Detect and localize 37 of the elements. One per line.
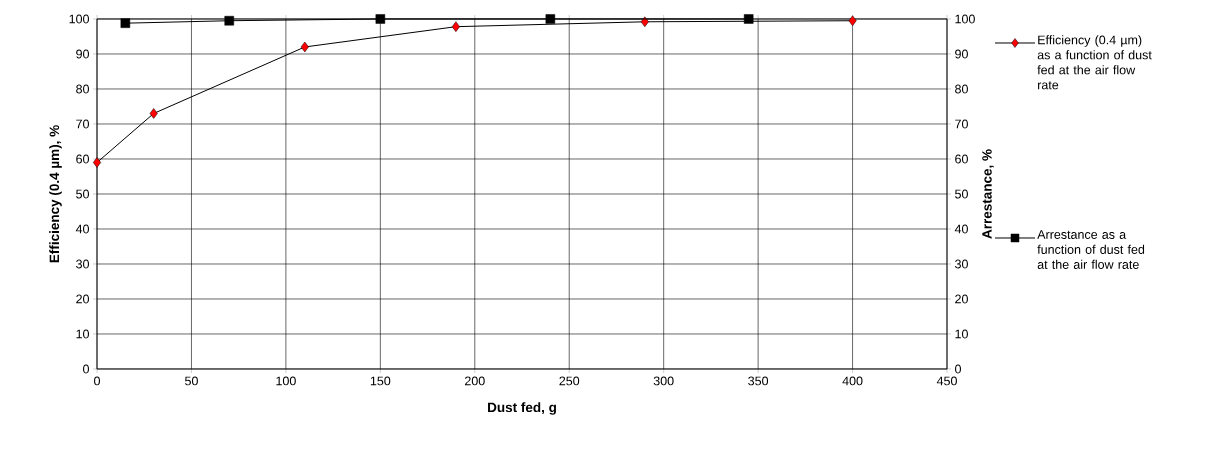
y-tick-label: 100 — [69, 14, 89, 24]
y2-tick-label: 30 — [955, 259, 968, 269]
y-tick-label: 90 — [76, 49, 90, 59]
y2-tick-label: 90 — [955, 49, 968, 59]
x-tick-label: 0 — [94, 376, 101, 386]
x-tick-label: 100 — [276, 376, 296, 386]
y-tick-label: 40 — [75, 224, 90, 234]
x-tick-label: 150 — [370, 376, 391, 386]
y2-tick-label: 50 — [955, 189, 968, 199]
legend-label: Arrestance as a function of dust fed at the air flow rate — [1037, 230, 1145, 269]
y-tick-label: 30 — [76, 259, 90, 269]
y2-tick-label: 0 — [955, 364, 961, 374]
y2-tick-label: 40 — [954, 224, 968, 234]
x-tick-label: 200 — [464, 376, 485, 386]
x-axis-title: Dust fed, g — [488, 402, 556, 415]
y2-tick-label: 100 — [955, 14, 975, 24]
y2-tick-label: 10 — [955, 329, 968, 339]
y-tick-label: 0 — [83, 364, 90, 374]
y-tick-label: 50 — [76, 189, 90, 199]
y2-tick-label: 70 — [955, 119, 968, 129]
x-tick-label: 350 — [748, 376, 769, 386]
x-tick-label: 250 — [559, 376, 580, 386]
x-tick-label: 300 — [653, 376, 674, 386]
y2-tick-label: 20 — [955, 294, 968, 304]
y-axis-title: Efficiency (0.4 µm), % — [49, 125, 62, 263]
y-tick-label: 20 — [76, 294, 90, 304]
x-tick-label: 50 — [185, 376, 198, 386]
y-tick-label: 80 — [76, 84, 90, 94]
y2-tick-label: 80 — [955, 84, 968, 94]
y2-axis-title: Arrestance, % — [982, 149, 994, 239]
x-tick-label: 400 — [842, 376, 863, 386]
y-tick-label: 70 — [76, 119, 90, 129]
y-tick-label: 60 — [76, 154, 90, 164]
x-tick-label: 450 — [936, 376, 957, 386]
legend-label: Efficiency (0.4 µm) as a function of dust fed at the air flow rate — [1037, 35, 1152, 90]
y2-tick-label: 60 — [955, 154, 968, 164]
y-tick-label: 10 — [76, 329, 90, 339]
